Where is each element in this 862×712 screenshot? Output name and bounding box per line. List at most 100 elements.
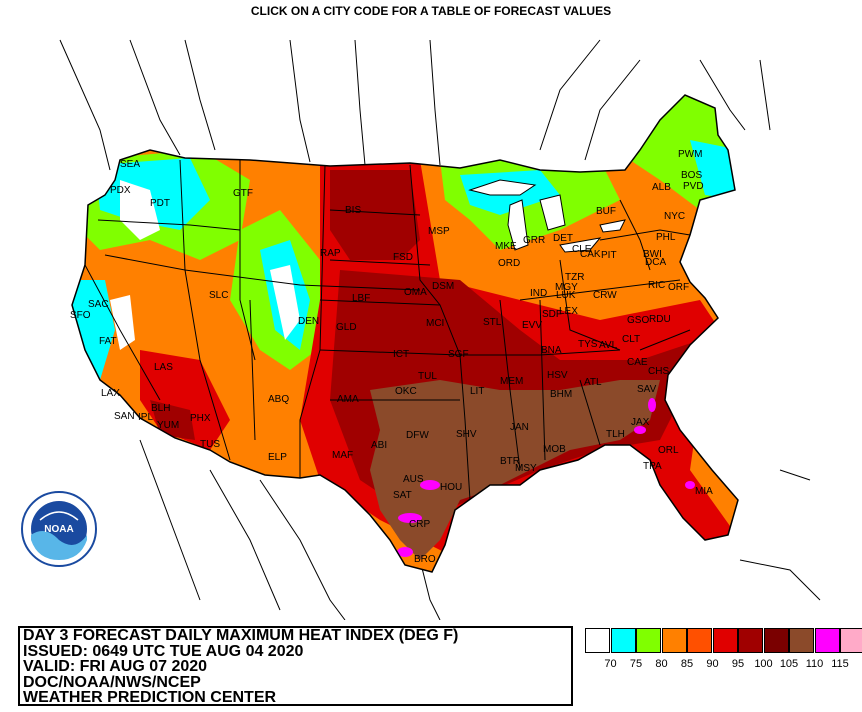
city-code-chs[interactable]: CHS [648, 366, 669, 377]
city-code-ipl[interactable]: IPL [138, 412, 153, 423]
city-code-orf[interactable]: ORF [668, 282, 689, 293]
city-code-ind[interactable]: IND [530, 288, 547, 299]
city-code-sav[interactable]: SAV [637, 384, 657, 395]
city-code-crp[interactable]: CRP [409, 519, 430, 530]
city-code-tlh[interactable]: TLH [606, 429, 625, 440]
city-code-tys[interactable]: TYS [578, 339, 598, 350]
city-code-det[interactable]: DET [553, 233, 573, 244]
city-code-sgf[interactable]: SGF [448, 349, 469, 360]
city-code-blh[interactable]: BLH [151, 403, 170, 414]
city-code-sdf[interactable]: SDF [542, 309, 562, 320]
city-code-msy[interactable]: MSY [515, 463, 537, 474]
city-code-cak[interactable]: CAK [580, 249, 601, 260]
city-code-ord[interactable]: ORD [498, 258, 520, 269]
city-code-nyc[interactable]: NYC [664, 211, 685, 222]
legend-tick-label: 80 [655, 658, 668, 670]
city-code-phx[interactable]: PHX [190, 413, 211, 424]
city-code-oma[interactable]: OMA [404, 287, 427, 298]
city-code-bhm[interactable]: BHM [550, 389, 572, 400]
city-code-dfw[interactable]: DFW [406, 430, 429, 441]
city-code-grr[interactable]: GRR [523, 235, 545, 246]
city-code-avl[interactable]: AVL [599, 340, 618, 351]
legend-swatch [840, 628, 862, 653]
city-code-las[interactable]: LAS [154, 362, 173, 373]
city-code-btr[interactable]: BTR [500, 456, 520, 467]
city-code-gld[interactable]: GLD [336, 322, 357, 333]
city-code-clt[interactable]: CLT [622, 334, 640, 345]
city-code-luk[interactable]: LUK [556, 290, 576, 301]
city-code-phl[interactable]: PHL [656, 232, 676, 243]
city-code-sac[interactable]: SAC [88, 299, 109, 310]
city-code-sat[interactable]: SAT [393, 490, 412, 501]
city-code-lax[interactable]: LAX [101, 388, 120, 399]
city-code-tul[interactable]: TUL [418, 371, 437, 382]
city-code-hsv[interactable]: HSV [547, 370, 568, 381]
city-code-yum[interactable]: YUM [157, 420, 179, 431]
city-code-rdu[interactable]: RDU [649, 314, 671, 325]
city-code-pdx[interactable]: PDX [110, 185, 131, 196]
city-code-mci[interactable]: MCI [426, 318, 444, 329]
city-code-fsd[interactable]: FSD [393, 252, 413, 263]
city-code-dca[interactable]: DCA [645, 257, 666, 268]
city-code-bro[interactable]: BRO [414, 554, 436, 565]
city-code-bos[interactable]: BOS [681, 170, 702, 181]
city-code-tzr[interactable]: TZR [565, 272, 584, 283]
city-code-stl[interactable]: STL [483, 317, 502, 328]
city-code-maf[interactable]: MAF [332, 450, 353, 461]
city-code-san[interactable]: SAN [114, 411, 135, 422]
city-code-dsm[interactable]: DSM [432, 281, 454, 292]
legend-tick-label: 75 [629, 658, 643, 670]
city-code-den[interactable]: DEN [298, 316, 319, 327]
city-code-slc[interactable]: SLC [209, 290, 228, 301]
city-code-jax[interactable]: JAX [631, 417, 650, 428]
city-code-abi[interactable]: ABI [371, 440, 387, 451]
city-code-mgy[interactable]: MGY [555, 282, 578, 293]
city-code-pdt[interactable]: PDT [150, 198, 170, 209]
city-code-gso[interactable]: GSO [627, 315, 649, 326]
city-code-fat[interactable]: FAT [99, 336, 117, 347]
city-code-sea[interactable]: SEA [120, 159, 140, 170]
city-code-gtf[interactable]: GTF [233, 188, 253, 199]
city-code-cae[interactable]: CAE [627, 357, 648, 368]
legend-swatch [738, 628, 763, 653]
city-code-mem[interactable]: MEM [500, 376, 523, 387]
city-code-evv[interactable]: EVV [522, 320, 542, 331]
city-code-buf[interactable]: BUF [596, 206, 616, 217]
city-code-tus[interactable]: TUS [200, 439, 220, 450]
city-code-pwm[interactable]: PWM [678, 149, 702, 160]
legend-swatch [636, 628, 661, 653]
city-code-elp[interactable]: ELP [268, 452, 287, 463]
city-code-lbf[interactable]: LBF [352, 293, 370, 304]
city-code-sfo[interactable]: SFO [70, 310, 91, 321]
instruction-text: CLICK ON A CITY CODE FOR A TABLE OF FORE… [250, 4, 612, 18]
city-code-jan[interactable]: JAN [510, 422, 529, 433]
legend-swatch [763, 628, 789, 653]
city-code-ama[interactable]: AMA [337, 394, 359, 405]
city-code-crw[interactable]: CRW [593, 290, 617, 301]
city-code-mia[interactable]: MIA [695, 486, 713, 497]
city-code-aus[interactable]: AUS [403, 474, 424, 485]
city-code-okc[interactable]: OKC [395, 386, 417, 397]
city-code-bna[interactable]: BNA [541, 345, 562, 356]
city-code-bwi[interactable]: BWI [643, 249, 662, 260]
city-code-msp[interactable]: MSP [428, 226, 450, 237]
city-code-shv[interactable]: SHV [456, 429, 477, 440]
city-code-lit[interactable]: LIT [470, 386, 484, 397]
city-code-orl[interactable]: ORL [658, 445, 679, 456]
city-code-tpa[interactable]: TPA [643, 461, 662, 472]
city-code-pit[interactable]: PIT [601, 250, 617, 261]
city-code-bis[interactable]: BIS [345, 205, 361, 216]
city-code-ict[interactable]: ICT [393, 349, 409, 360]
city-code-ric[interactable]: RIC [648, 280, 665, 291]
city-code-mke[interactable]: MKE [495, 241, 517, 252]
city-code-alb[interactable]: ALB [652, 182, 671, 193]
legend-tick-label: 100 [754, 658, 773, 670]
city-code-abq[interactable]: ABQ [268, 394, 289, 405]
city-code-pvd[interactable]: PVD [683, 181, 704, 192]
city-code-cle[interactable]: CLE [572, 244, 592, 255]
city-code-mob[interactable]: MOB [543, 444, 566, 455]
city-code-rap[interactable]: RAP [320, 248, 341, 259]
city-code-lex[interactable]: LEX [559, 306, 578, 317]
city-code-hou[interactable]: HOU [440, 482, 462, 493]
city-code-atl[interactable]: ATL [584, 377, 602, 388]
